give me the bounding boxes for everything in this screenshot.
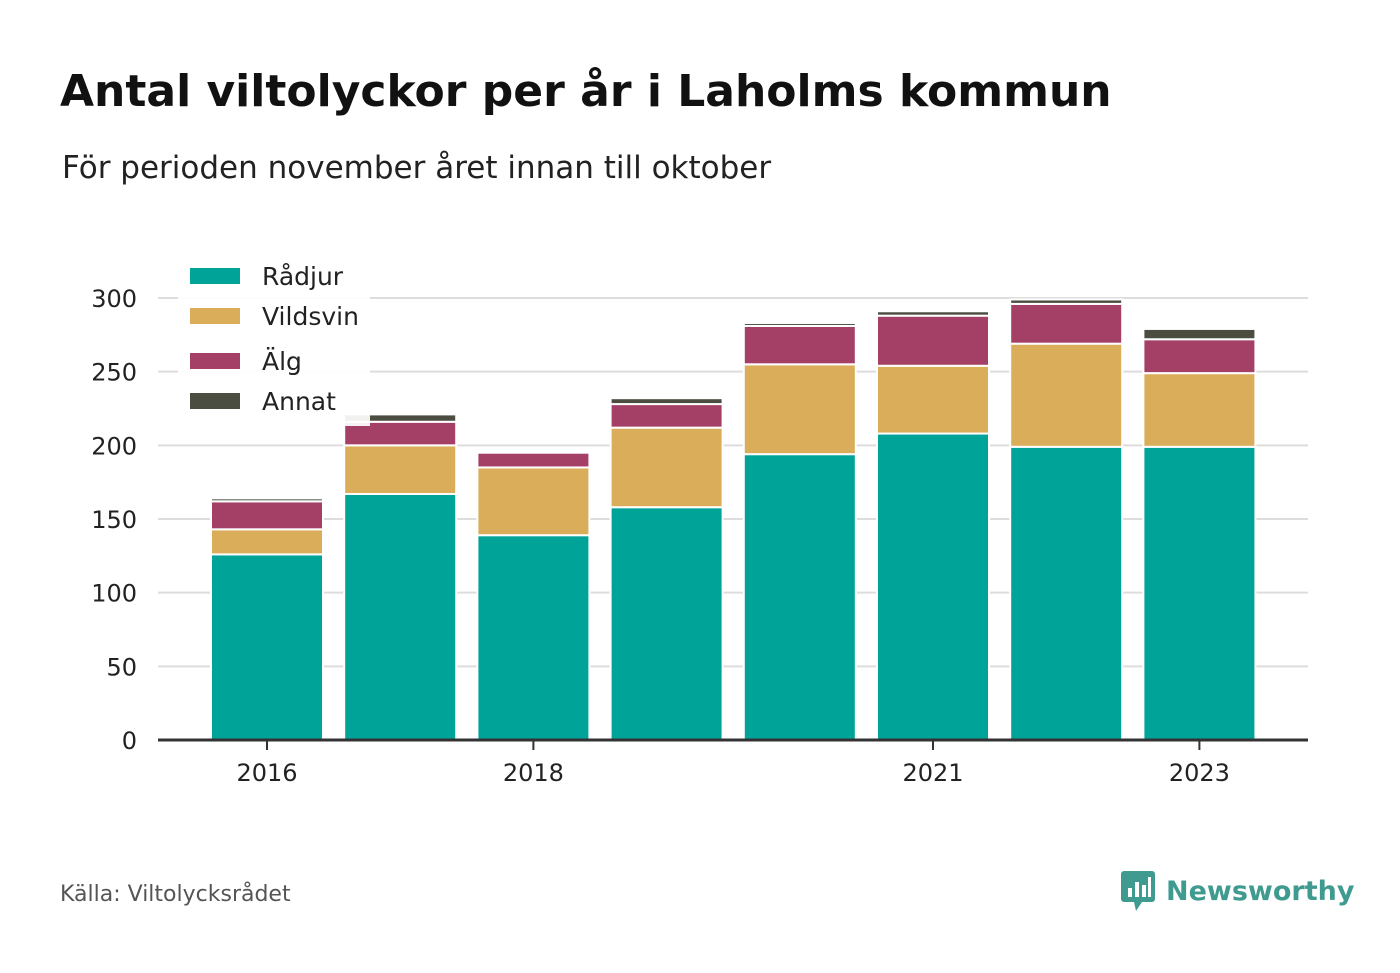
bar-älg-2020 [742, 324, 857, 366]
bar-rådjur-2016 [210, 553, 324, 741]
bar-älg-2023 [1142, 338, 1257, 375]
bar-annat-2020 [742, 322, 857, 327]
bar-stack-2018 [476, 451, 591, 741]
bar-älg-2018 [476, 451, 591, 469]
bar-stack-2019 [609, 397, 724, 742]
y-tick-label: 0 [122, 727, 137, 755]
bar-stack-2020 [742, 322, 857, 741]
bar-annat-2022 [1009, 298, 1124, 305]
y-tick-label: 200 [91, 432, 137, 460]
bar-stack-2021 [876, 310, 990, 741]
bar-stack-2017 [343, 413, 458, 741]
bar-älg-2019 [609, 403, 724, 429]
legend-item-rådjur: Rådjur [190, 262, 344, 291]
x-tick-label: 2016 [236, 759, 297, 787]
bar-rådjur-2023 [1142, 445, 1257, 741]
legend-swatch [190, 268, 240, 284]
bar-rådjur-2022 [1009, 445, 1124, 741]
bar-rådjur-2018 [476, 534, 591, 741]
bars [210, 298, 1257, 742]
legend-swatch [190, 353, 240, 369]
legend-label: Vildsvin [262, 302, 359, 331]
x-axis: 2016 2018 2021 2023 [158, 738, 1308, 787]
legend-item-älg: Älg [190, 347, 302, 376]
legend-item-vildsvin: Vildsvin [190, 302, 359, 331]
y-tick-label: 250 [91, 359, 137, 387]
y-tick-label: 150 [91, 506, 137, 534]
bar-rådjur-2021 [876, 432, 990, 741]
brand-name: Newsworthy [1166, 875, 1355, 907]
legend-label: Rådjur [262, 262, 344, 291]
bar-älg-2016 [210, 500, 324, 531]
legend-label: Älg [262, 347, 302, 376]
bar-vildsvin-2018 [476, 466, 591, 537]
chart-subtitle: För perioden november året innan till ok… [62, 150, 772, 186]
bar-rådjur-2017 [343, 492, 458, 741]
x-tick-label: 2021 [902, 759, 963, 787]
legend: Rådjur Vildsvin Älg Annat [178, 256, 370, 426]
y-tick-label: 50 [106, 653, 137, 681]
bar-annat-2016 [210, 497, 324, 503]
bar-vildsvin-2020 [742, 363, 857, 456]
bar-stack-2016 [210, 497, 324, 741]
bar-älg-2022 [1009, 302, 1124, 345]
bar-älg-2021 [876, 314, 990, 367]
bar-stack-2023 [1142, 327, 1257, 741]
y-axis-ticks: 0 50 100 150 200 250 300 [91, 285, 137, 755]
bar-vildsvin-2019 [609, 426, 724, 509]
legend-swatch [190, 393, 240, 409]
legend-label: Annat [262, 387, 336, 416]
newsworthy-chart-bubble-icon [1121, 871, 1155, 911]
bar-vildsvin-2017 [343, 444, 458, 495]
bar-vildsvin-2016 [210, 528, 324, 556]
bar-stack-2022 [1009, 298, 1124, 741]
bar-vildsvin-2022 [1009, 342, 1124, 448]
y-tick-label: 300 [91, 285, 137, 313]
chart-title: Antal viltolyckor per år i Laholms kommu… [60, 66, 1112, 117]
bar-annat-2019 [609, 397, 724, 406]
bar-vildsvin-2023 [1142, 372, 1257, 448]
bar-annat-2021 [876, 310, 990, 317]
bar-annat-2023 [1142, 327, 1257, 341]
source-note: Källa: Viltolycksrådet [60, 882, 291, 907]
x-tick-label: 2018 [503, 759, 564, 787]
bar-vildsvin-2021 [876, 364, 990, 435]
bar-rådjur-2019 [609, 506, 724, 742]
newsworthy-logo: Newsworthy [1120, 868, 1354, 914]
legend-swatch [190, 308, 240, 324]
x-tick-label: 2023 [1169, 759, 1230, 787]
legend-item-annat: Annat [190, 387, 336, 416]
bar-rådjur-2020 [742, 453, 857, 741]
y-tick-label: 100 [91, 580, 137, 608]
